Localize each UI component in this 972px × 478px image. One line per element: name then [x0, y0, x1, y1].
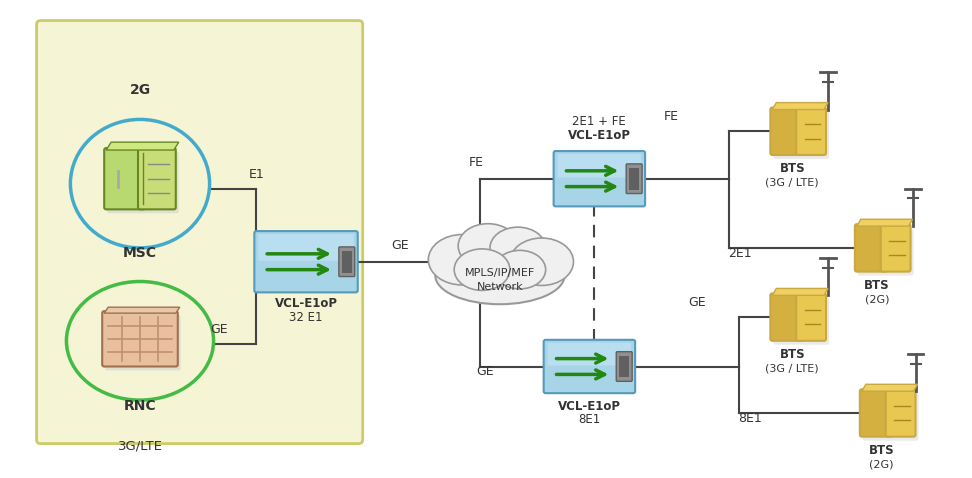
Polygon shape — [773, 103, 828, 109]
FancyBboxPatch shape — [554, 151, 645, 206]
FancyBboxPatch shape — [339, 247, 355, 277]
Text: (2G): (2G) — [864, 294, 889, 304]
FancyBboxPatch shape — [105, 315, 181, 370]
Polygon shape — [106, 142, 179, 150]
FancyBboxPatch shape — [771, 293, 803, 341]
Text: 2E1 + FE: 2E1 + FE — [573, 115, 626, 128]
FancyBboxPatch shape — [558, 154, 642, 178]
FancyBboxPatch shape — [796, 108, 826, 155]
Text: GE: GE — [211, 323, 228, 336]
Text: RNC: RNC — [123, 399, 156, 413]
Ellipse shape — [494, 250, 545, 289]
FancyBboxPatch shape — [774, 297, 829, 345]
Text: MSC: MSC — [123, 246, 157, 260]
FancyBboxPatch shape — [881, 224, 911, 272]
Text: VCL-E1oP: VCL-E1oP — [568, 129, 631, 141]
FancyBboxPatch shape — [863, 393, 919, 441]
FancyBboxPatch shape — [855, 224, 887, 272]
Ellipse shape — [490, 227, 545, 269]
Text: Network: Network — [476, 282, 523, 293]
Text: MPLS/IP/MEF: MPLS/IP/MEF — [465, 268, 535, 278]
FancyBboxPatch shape — [543, 340, 635, 393]
Text: GE: GE — [688, 296, 706, 309]
FancyBboxPatch shape — [796, 293, 826, 341]
Text: VCL-E1oP: VCL-E1oP — [558, 400, 621, 413]
FancyBboxPatch shape — [547, 343, 631, 366]
Text: 8E1: 8E1 — [739, 412, 762, 425]
Text: (3G / LTE): (3G / LTE) — [765, 178, 819, 188]
Text: 2G: 2G — [129, 83, 151, 97]
Ellipse shape — [454, 249, 510, 291]
FancyBboxPatch shape — [138, 148, 176, 209]
Bar — [629, 168, 640, 190]
Polygon shape — [104, 307, 180, 313]
FancyBboxPatch shape — [860, 389, 892, 437]
FancyBboxPatch shape — [858, 228, 914, 276]
Text: FE: FE — [469, 156, 483, 169]
Text: BTS: BTS — [864, 279, 889, 292]
FancyBboxPatch shape — [107, 152, 179, 213]
FancyBboxPatch shape — [102, 311, 178, 367]
Text: (2G): (2G) — [870, 459, 894, 469]
FancyBboxPatch shape — [255, 231, 358, 293]
Text: 32 E1: 32 E1 — [290, 311, 323, 324]
Text: 8E1: 8E1 — [578, 413, 601, 426]
FancyBboxPatch shape — [774, 111, 829, 159]
FancyBboxPatch shape — [259, 234, 354, 261]
Text: 3G/LTE: 3G/LTE — [118, 439, 162, 452]
FancyBboxPatch shape — [626, 164, 642, 194]
Text: BTS: BTS — [780, 163, 805, 175]
Text: GE: GE — [476, 365, 494, 379]
Text: E1: E1 — [249, 168, 264, 181]
FancyBboxPatch shape — [616, 352, 632, 381]
Bar — [342, 251, 352, 272]
Text: VCL-E1oP: VCL-E1oP — [274, 297, 337, 310]
Bar — [619, 356, 629, 377]
Text: 2E1: 2E1 — [729, 247, 752, 260]
Polygon shape — [773, 288, 828, 295]
Text: FE: FE — [664, 110, 678, 123]
Ellipse shape — [510, 238, 573, 285]
Ellipse shape — [458, 224, 518, 268]
FancyBboxPatch shape — [104, 148, 146, 209]
FancyBboxPatch shape — [771, 108, 803, 155]
Text: BTS: BTS — [869, 444, 894, 457]
FancyBboxPatch shape — [885, 389, 916, 437]
Text: GE: GE — [392, 239, 409, 252]
Polygon shape — [862, 384, 918, 391]
Ellipse shape — [435, 247, 565, 304]
Ellipse shape — [429, 235, 496, 285]
Polygon shape — [857, 219, 913, 226]
Text: BTS: BTS — [780, 348, 805, 361]
FancyBboxPatch shape — [37, 21, 363, 444]
Text: (3G / LTE): (3G / LTE) — [765, 363, 819, 373]
